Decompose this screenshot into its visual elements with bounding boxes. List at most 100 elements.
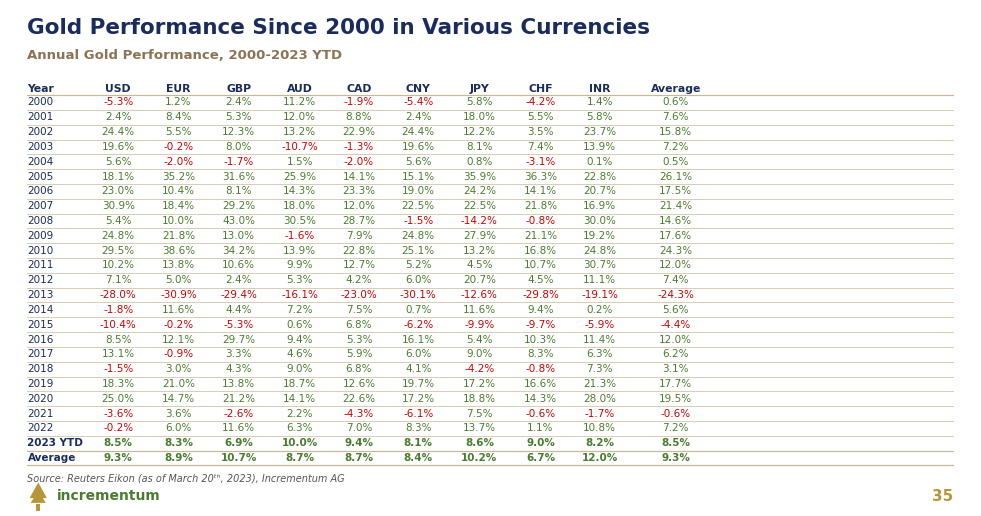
Text: 5.5%: 5.5% [527, 112, 553, 122]
Text: 2001: 2001 [27, 112, 54, 122]
Text: 2004: 2004 [27, 157, 54, 167]
Text: 43.0%: 43.0% [222, 216, 255, 226]
Text: 8.4%: 8.4% [165, 112, 191, 122]
Text: 9.0%: 9.0% [286, 364, 313, 374]
Text: 18.4%: 18.4% [162, 201, 195, 211]
Text: -1.8%: -1.8% [103, 305, 133, 315]
Text: 27.9%: 27.9% [463, 231, 496, 241]
Text: 12.0%: 12.0% [342, 201, 376, 211]
Text: -1.6%: -1.6% [284, 231, 315, 241]
Text: 7.3%: 7.3% [587, 364, 613, 374]
Text: 13.2%: 13.2% [463, 246, 496, 255]
Text: 17.5%: 17.5% [659, 186, 693, 197]
Text: 2018: 2018 [27, 364, 54, 374]
Text: 2011: 2011 [27, 261, 54, 270]
Text: 29.5%: 29.5% [102, 246, 134, 255]
Text: 6.3%: 6.3% [286, 424, 313, 433]
Text: 13.7%: 13.7% [463, 424, 496, 433]
Text: 5.8%: 5.8% [587, 112, 613, 122]
Text: 35.2%: 35.2% [162, 171, 195, 182]
Text: 30.0%: 30.0% [584, 216, 616, 226]
Text: JPY: JPY [470, 84, 490, 93]
Text: -9.9%: -9.9% [464, 320, 494, 330]
Text: 8.3%: 8.3% [527, 349, 553, 359]
Text: 9.4%: 9.4% [344, 438, 374, 448]
Text: 2.4%: 2.4% [105, 112, 131, 122]
Text: Year: Year [27, 84, 54, 93]
Text: 0.1%: 0.1% [587, 157, 613, 167]
Text: 4.3%: 4.3% [226, 364, 252, 374]
Text: Gold Performance Since 2000 in Various Currencies: Gold Performance Since 2000 in Various C… [27, 18, 650, 38]
Text: 2019: 2019 [27, 379, 54, 389]
Text: 21.0%: 21.0% [162, 379, 195, 389]
Text: 15.8%: 15.8% [659, 127, 693, 137]
Text: 30.9%: 30.9% [102, 201, 134, 211]
Text: GBP: GBP [226, 84, 251, 93]
Text: 8.3%: 8.3% [164, 438, 193, 448]
Text: 13.8%: 13.8% [162, 261, 195, 270]
Text: incrementum: incrementum [57, 489, 161, 504]
Text: CAD: CAD [346, 84, 372, 93]
Text: 24.4%: 24.4% [401, 127, 435, 137]
Text: 8.1%: 8.1% [466, 142, 492, 152]
Text: -3.1%: -3.1% [526, 157, 555, 167]
Text: 0.8%: 0.8% [466, 157, 492, 167]
Text: 9.4%: 9.4% [527, 305, 553, 315]
Text: 6.8%: 6.8% [345, 364, 372, 374]
Polygon shape [36, 504, 40, 511]
Text: 11.2%: 11.2% [284, 98, 316, 107]
Text: 9.0%: 9.0% [466, 349, 492, 359]
Text: 11.6%: 11.6% [222, 424, 255, 433]
Text: 12.7%: 12.7% [342, 261, 376, 270]
Text: 12.0%: 12.0% [659, 334, 693, 345]
Text: 7.9%: 7.9% [345, 231, 372, 241]
Text: 21.8%: 21.8% [524, 201, 557, 211]
Text: 29.2%: 29.2% [222, 201, 255, 211]
Text: 8.1%: 8.1% [226, 186, 252, 197]
Text: 2003: 2003 [27, 142, 54, 152]
Text: -10.7%: -10.7% [282, 142, 318, 152]
Text: 17.2%: 17.2% [463, 379, 496, 389]
Text: 5.3%: 5.3% [286, 275, 313, 285]
Text: 10.0%: 10.0% [162, 216, 195, 226]
Text: 0.2%: 0.2% [587, 305, 613, 315]
Text: 3.3%: 3.3% [226, 349, 252, 359]
Text: -1.3%: -1.3% [344, 142, 374, 152]
Text: 2015: 2015 [27, 320, 54, 330]
Text: -6.2%: -6.2% [403, 320, 434, 330]
Text: -3.6%: -3.6% [103, 409, 133, 418]
Text: 2013: 2013 [27, 290, 54, 300]
Text: 5.5%: 5.5% [165, 127, 191, 137]
Text: 5.4%: 5.4% [466, 334, 492, 345]
Polygon shape [30, 490, 46, 503]
Text: 4.4%: 4.4% [226, 305, 252, 315]
Text: 18.8%: 18.8% [463, 394, 496, 404]
Text: -5.3%: -5.3% [103, 98, 133, 107]
Text: 3.0%: 3.0% [165, 364, 191, 374]
Text: 2017: 2017 [27, 349, 54, 359]
Text: 23.7%: 23.7% [584, 127, 616, 137]
Text: -2.0%: -2.0% [344, 157, 374, 167]
Text: 10.7%: 10.7% [221, 453, 257, 463]
Text: 11.1%: 11.1% [584, 275, 616, 285]
Text: 19.6%: 19.6% [102, 142, 134, 152]
Text: 5.6%: 5.6% [662, 305, 689, 315]
Text: 9.3%: 9.3% [104, 453, 132, 463]
Text: 19.6%: 19.6% [401, 142, 435, 152]
Text: 7.4%: 7.4% [662, 275, 689, 285]
Text: 25.9%: 25.9% [284, 171, 316, 182]
Text: 19.5%: 19.5% [659, 394, 693, 404]
Text: 12.0%: 12.0% [284, 112, 316, 122]
Text: -5.9%: -5.9% [585, 320, 615, 330]
Text: 7.2%: 7.2% [286, 305, 313, 315]
Text: 16.1%: 16.1% [401, 334, 435, 345]
Text: 11.6%: 11.6% [162, 305, 195, 315]
Text: 22.8%: 22.8% [342, 246, 376, 255]
Text: -0.2%: -0.2% [164, 142, 193, 152]
Text: 17.6%: 17.6% [659, 231, 693, 241]
Text: INR: INR [589, 84, 610, 93]
Text: 6.7%: 6.7% [526, 453, 555, 463]
Text: 7.5%: 7.5% [466, 409, 492, 418]
Text: 2.4%: 2.4% [226, 275, 252, 285]
Text: 13.8%: 13.8% [222, 379, 255, 389]
